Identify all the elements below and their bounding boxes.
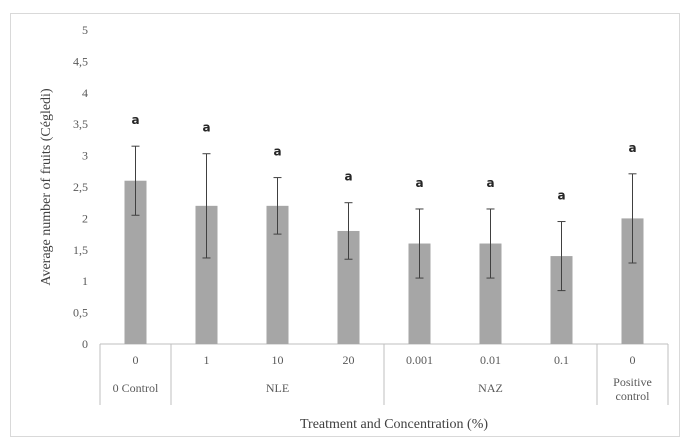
x-category-labels: 0 1 10 20 0.001 0.01 0.1 0 [133,353,636,367]
significance-labels: a a a a a a a a [131,113,636,202]
y-tick-label: 0 [82,337,88,351]
chart-frame [10,13,680,437]
y-tick-label: 0,5 [73,306,88,320]
significance-label: a [344,170,352,184]
y-tick-label: 1,5 [73,243,88,257]
y-tick-label: 2 [82,211,88,225]
significance-label: a [131,113,139,127]
error-bars [131,145,637,292]
y-tick-label: 1 [82,274,88,288]
y-tick-label: 5 [82,23,88,37]
x-category-label: 10 [272,353,284,367]
significance-label: a [557,189,565,203]
y-tick-label: 3 [82,149,88,163]
error-bar [273,177,282,235]
bar [195,205,218,344]
x-category-label: 0 [133,353,139,367]
error-bar [415,208,424,279]
error-bar [131,145,140,216]
x-group-labels: 0 Control NLE NAZ Positive control [113,375,652,403]
x-group-label: 0 Control [113,381,159,395]
significance-label: a [415,176,423,190]
y-tick-label: 4,5 [73,54,88,68]
significance-label: a [486,176,494,190]
x-group-label: NLE [266,381,289,395]
bars [124,180,644,344]
x-category-label: 0 [630,353,636,367]
x-category-label: 0.001 [406,353,433,367]
error-bar [557,221,566,292]
error-bar [628,173,637,264]
x-axis-title: Treatment and Concentration (%) [300,417,488,432]
bar [621,218,644,344]
significance-label: a [628,141,636,155]
x-category-label: 20 [343,353,355,367]
error-bar [486,208,495,279]
x-category-label: 0.01 [480,353,501,367]
group-dividers [99,344,669,405]
bar [337,230,360,344]
x-category-label: 1 [204,353,210,367]
y-tick-label: 3,5 [73,117,88,131]
bar [550,256,573,344]
x-group-label: Positive control [613,375,652,403]
significance-label: a [273,145,281,159]
bar [266,205,289,344]
error-bar [344,202,353,260]
y-axis-ticks: 0 0,5 1 1,5 2 2,5 3 3,5 4 4,5 5 [73,23,88,351]
x-group-label: NAZ [478,381,503,395]
bar [124,180,147,344]
y-tick-label: 2,5 [73,180,88,194]
error-bar [202,153,211,259]
significance-label: a [202,121,210,135]
y-axis-title: Average number of fruits (Cégledi) [39,88,54,286]
bar [408,243,431,344]
x-category-label: 0.1 [554,353,569,367]
bar [479,243,502,344]
y-tick-label: 4 [82,86,88,100]
